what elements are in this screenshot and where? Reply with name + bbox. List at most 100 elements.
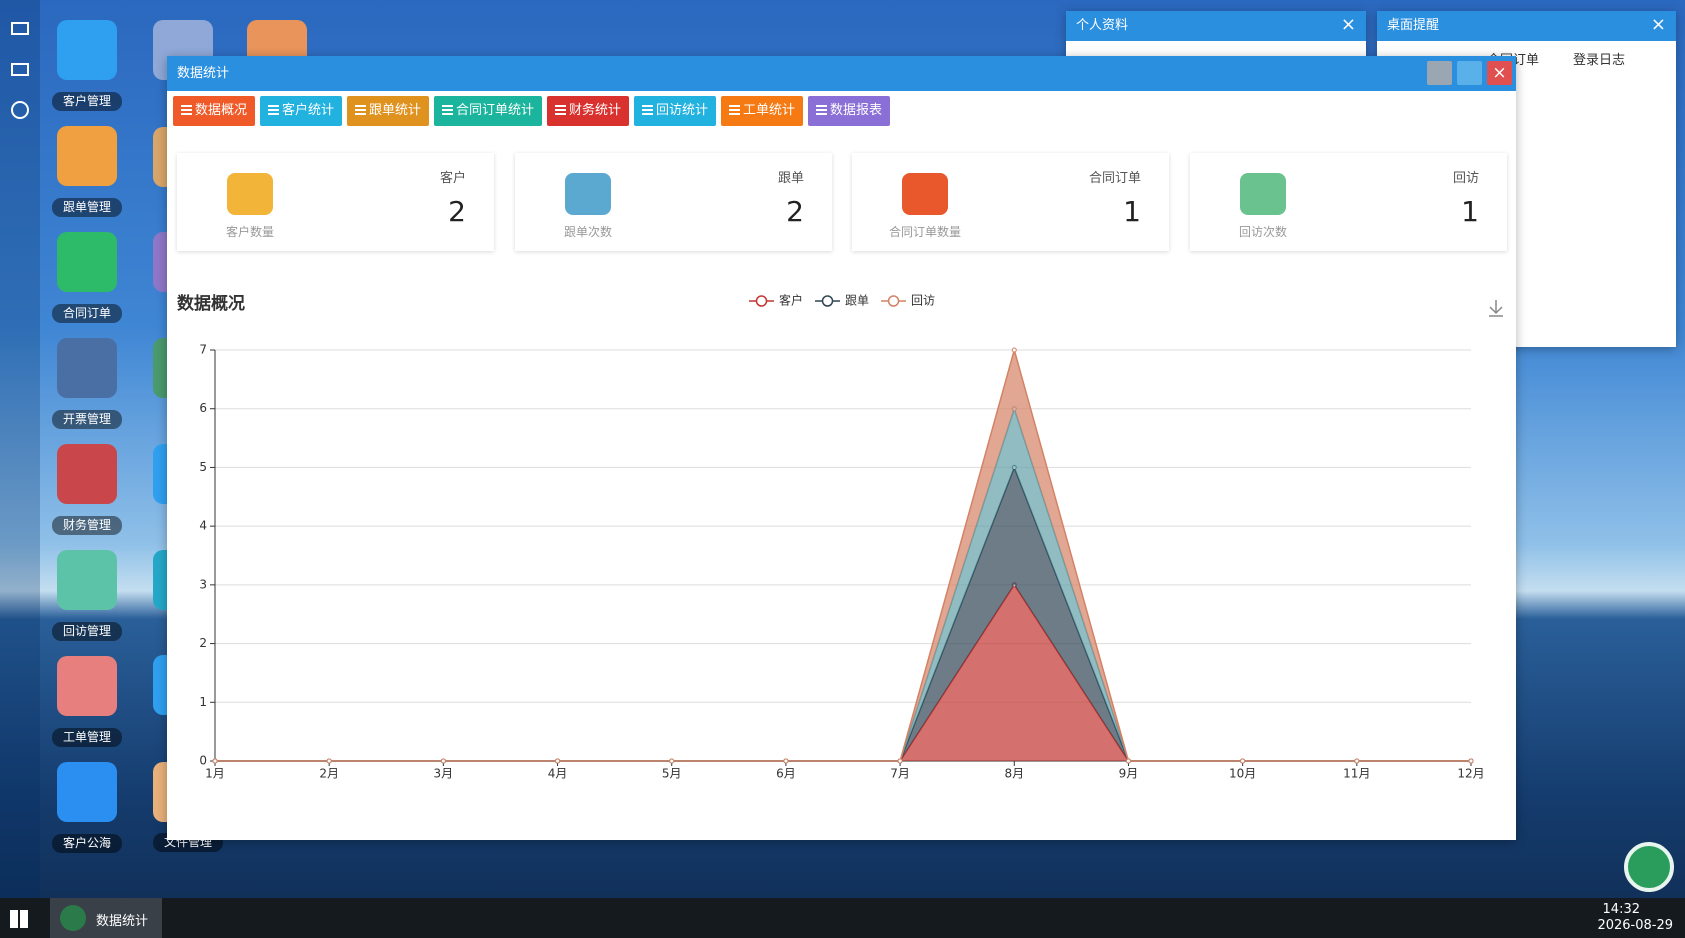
x-tick-label: 9月 [1119,767,1139,781]
close-button[interactable]: × [1487,61,1512,85]
window-title: 数据统计 [167,56,1516,91]
point [897,758,903,764]
y-tick-label: 0 [199,754,207,768]
close-button[interactable]: × [1340,14,1356,35]
x-tick-label: 8月 [1004,767,1024,781]
stat-card: 合同订单 1 合同订单数量 [852,153,1169,251]
stat-card: 客户 2 客户数量 [177,153,494,251]
card-icon [565,173,611,215]
desktop-icon-label[interactable]: 客户管理 [52,92,122,111]
taskbar: 数据统计 14:32 2026-08-29 [0,898,1685,938]
point [440,758,446,764]
desktop-icon[interactable] [57,550,117,610]
download-icon[interactable] [1489,300,1503,317]
line [215,583,1471,762]
desktop-icon[interactable] [57,232,117,292]
y-tick-label: 2 [199,636,207,650]
tab[interactable]: 财务统计 [547,96,630,126]
monitor-icon[interactable] [11,22,29,35]
point [1468,758,1474,764]
desktop-icon-label[interactable]: 合同订单 [52,304,122,323]
y-tick-label: 4 [199,519,207,533]
clock-time: 14:32 [1602,902,1640,917]
area [215,467,1471,761]
card-label: 客户 [439,171,466,186]
desktop-icon-label[interactable]: 回访管理 [52,622,122,641]
card-icon [227,173,273,215]
point [783,758,789,764]
legend-marker [821,295,834,307]
y-tick-label: 6 [199,401,207,415]
tab[interactable]: 跟单统计 [347,96,430,126]
point [212,758,218,764]
stat-card: 回访 1 回访次数 [1190,153,1507,251]
x-tick-label: 6月 [776,767,796,781]
tab[interactable]: 数据报表 [808,96,891,126]
chart-title: 数据概况 [177,293,245,314]
x-tick-label: 7月 [890,767,910,781]
desktop-icon-label[interactable]: 客户公海 [52,834,122,853]
card-icon [1240,173,1286,215]
card-icon [902,173,948,215]
point [1125,758,1131,764]
stat-card: 跟单 2 跟单次数 [515,153,832,251]
y-tick-label: 5 [199,460,207,474]
tab[interactable]: 工单统计 [721,96,804,126]
taskbar-app[interactable]: 数据统计 [50,898,162,938]
desktop-icon[interactable] [57,762,117,822]
desktop-icon[interactable] [57,20,117,80]
minimize-button[interactable] [1427,61,1452,85]
x-tick-label: 2月 [319,767,339,781]
desktop-icon-label[interactable]: 工单管理 [52,728,122,747]
area [215,584,1471,761]
point [1011,347,1017,353]
mail-icon[interactable] [11,63,29,76]
card-label: 回访 [1452,171,1479,186]
desktop-icon[interactable] [57,126,117,186]
x-tick-label: 4月 [548,767,568,781]
y-tick-label: 7 [199,343,207,357]
card-value: 1 [1461,195,1479,228]
line [215,465,1471,762]
line [215,347,1471,762]
desktop-icon-label[interactable]: 财务管理 [52,516,122,535]
panel-title: 个人资料 [1066,11,1366,41]
desktop-icon[interactable] [57,656,117,716]
desktop-icon-label[interactable]: 跟单管理 [52,198,122,217]
card-label: 跟单 [777,171,804,186]
x-tick-label: 5月 [662,767,682,781]
legend-label: 客户 [779,293,803,308]
card-value: 1 [1123,195,1141,228]
sidebar [0,0,40,898]
card-value: 2 [786,195,804,228]
y-tick-label: 1 [199,695,207,709]
panel-title: 桌面提醒 [1377,11,1676,41]
point [1240,758,1246,764]
point [1354,758,1360,764]
clock-date: 2026-08-29 [1597,918,1673,933]
card-caption: 跟单次数 [563,225,612,239]
card-caption: 回访次数 [1238,225,1287,239]
tab[interactable]: 客户统计 [260,96,343,126]
start-button[interactable] [10,910,28,928]
tab[interactable]: 合同订单统计 [434,96,543,126]
panel-tab[interactable]: 登录日志 [1573,53,1626,68]
user-icon[interactable] [11,101,29,119]
chat-button[interactable] [1624,842,1674,892]
x-tick-label: 3月 [434,767,454,781]
tab[interactable]: 数据概况 [173,96,256,126]
close-button[interactable]: × [1650,14,1666,35]
desktop-icon[interactable] [57,444,117,504]
card-caption: 客户数量 [225,225,274,239]
x-tick-label: 12月 [1457,767,1484,781]
point [669,758,675,764]
legend-label: 回访 [911,294,935,308]
desktop-icon-label[interactable]: 开票管理 [52,410,122,429]
desktop-icon[interactable] [57,338,117,398]
maximize-button[interactable] [1457,61,1482,85]
tab[interactable]: 回访统计 [634,96,717,126]
x-tick-label: 10月 [1229,767,1256,781]
area [215,350,1471,761]
taskbar-app-label: 数据统计 [96,914,149,929]
